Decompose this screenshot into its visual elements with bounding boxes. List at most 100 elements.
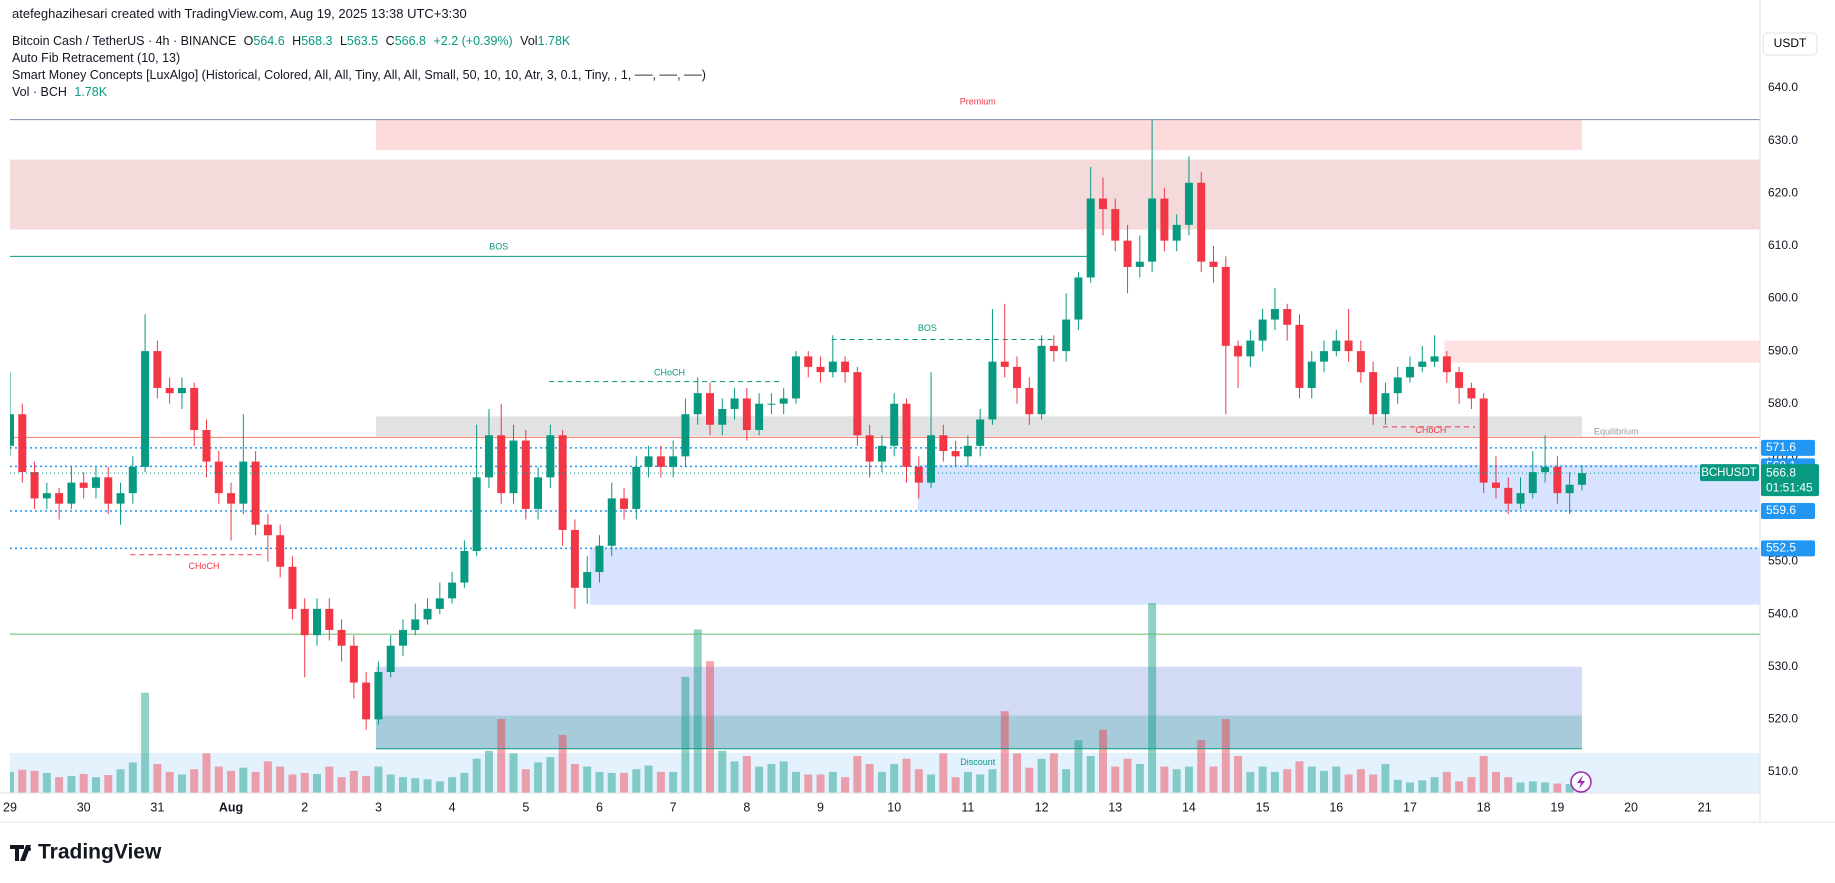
candle-body	[1123, 240, 1132, 267]
volume-bar	[914, 769, 923, 793]
candle-body	[263, 524, 272, 536]
candle-body	[1013, 366, 1022, 388]
candle-body	[1455, 372, 1464, 388]
volume-bar	[386, 774, 395, 793]
current-price: 566.8	[1766, 465, 1796, 479]
volume-legend: Vol · BCH 1.78K	[12, 85, 111, 99]
y-tick-label: 540.0	[1768, 606, 1798, 620]
candle-body	[890, 403, 899, 446]
o-label: O	[243, 34, 254, 48]
candle-body	[1516, 493, 1525, 504]
volume-bar	[1479, 756, 1488, 793]
zone	[10, 753, 1760, 793]
volume-bar	[435, 781, 444, 793]
x-tick-label: 20	[1624, 800, 1638, 814]
volume-bar	[742, 756, 751, 793]
candle-body	[521, 440, 530, 509]
volume-bar	[853, 756, 862, 793]
x-tick-label: 31	[150, 800, 164, 814]
y-tick-label: 550.0	[1768, 554, 1798, 568]
volume-bar	[1270, 771, 1279, 793]
candle-body	[816, 366, 825, 373]
volume-bar	[546, 757, 555, 793]
candle-body	[534, 477, 543, 509]
candle-body	[1369, 372, 1378, 415]
y-tick-label: 520.0	[1768, 712, 1798, 726]
candle-body	[214, 461, 223, 494]
y-tick-label: 580.0	[1768, 396, 1798, 410]
annotation: Discount	[960, 757, 996, 767]
candle-body	[1430, 356, 1439, 362]
candle-body	[1000, 361, 1009, 367]
volume-bar	[460, 772, 469, 793]
candle-body	[620, 498, 629, 509]
candle-body	[927, 435, 936, 483]
volume-bar	[509, 753, 518, 793]
candle-body	[386, 645, 395, 673]
x-tick-label: 29	[3, 800, 17, 814]
candle-body	[325, 608, 334, 630]
x-tick-label: 21	[1698, 800, 1712, 814]
candle-body	[337, 629, 346, 646]
volume-bar	[1209, 766, 1218, 793]
volume-bar	[1037, 758, 1046, 793]
volume-bar	[877, 771, 886, 793]
volume-bar	[963, 771, 972, 793]
x-tick-label: 13	[1108, 800, 1122, 814]
annotation: Premium	[960, 97, 996, 107]
candle-body	[1418, 361, 1427, 367]
volume-bar	[558, 734, 567, 793]
candle-body	[1258, 319, 1267, 341]
candle-body	[1209, 261, 1218, 267]
candle-body	[546, 435, 555, 478]
o-value: 564.6	[253, 34, 285, 48]
candle-body	[165, 387, 174, 394]
candle-body	[583, 572, 592, 588]
volume-bar	[607, 772, 616, 793]
candle-body	[693, 393, 702, 415]
candle-body	[104, 477, 113, 504]
volume-bar	[104, 775, 113, 793]
zone	[375, 119, 1582, 151]
volume-bar	[693, 629, 702, 793]
zone	[375, 715, 1582, 749]
candle-body	[755, 403, 764, 431]
volume-bar	[951, 777, 960, 793]
volume-bar	[484, 750, 493, 793]
volume-bar	[988, 769, 997, 793]
vol-label: Vol	[520, 34, 538, 48]
zone	[375, 666, 1582, 749]
currency-box[interactable]	[1762, 32, 1818, 56]
candle-body	[435, 598, 444, 609]
volume-bar	[79, 774, 88, 793]
y-tick-label: 630.0	[1768, 133, 1798, 147]
volume-bar	[1123, 758, 1132, 793]
volume-bar	[1197, 740, 1206, 793]
volume-bar	[767, 763, 776, 793]
candle-body	[1062, 319, 1071, 352]
volume-bar	[706, 661, 714, 793]
volume-bar	[1393, 779, 1402, 793]
volume-bar	[791, 771, 800, 793]
candle-body	[767, 403, 776, 405]
candle-body	[1332, 340, 1341, 352]
volume-bar	[804, 774, 813, 793]
candle-body	[644, 456, 653, 467]
volume-bar	[890, 763, 899, 793]
candle-body	[1221, 266, 1230, 346]
candle-body	[1135, 261, 1144, 267]
h-value: 568.3	[301, 34, 333, 48]
volume-bar	[190, 769, 199, 793]
candle-body	[67, 482, 76, 504]
candle-body	[55, 493, 64, 504]
volume-bar	[288, 774, 297, 793]
symbol: Bitcoin Cash / TetherUS · 4h · BINANCE	[12, 34, 237, 48]
candle-body	[1025, 387, 1034, 415]
candle-body	[841, 361, 850, 373]
volume-bar	[214, 766, 223, 793]
symbol-box	[1700, 464, 1759, 482]
volume-bar	[227, 770, 236, 793]
volume-bar	[1307, 766, 1316, 793]
volume-bar	[10, 771, 14, 793]
